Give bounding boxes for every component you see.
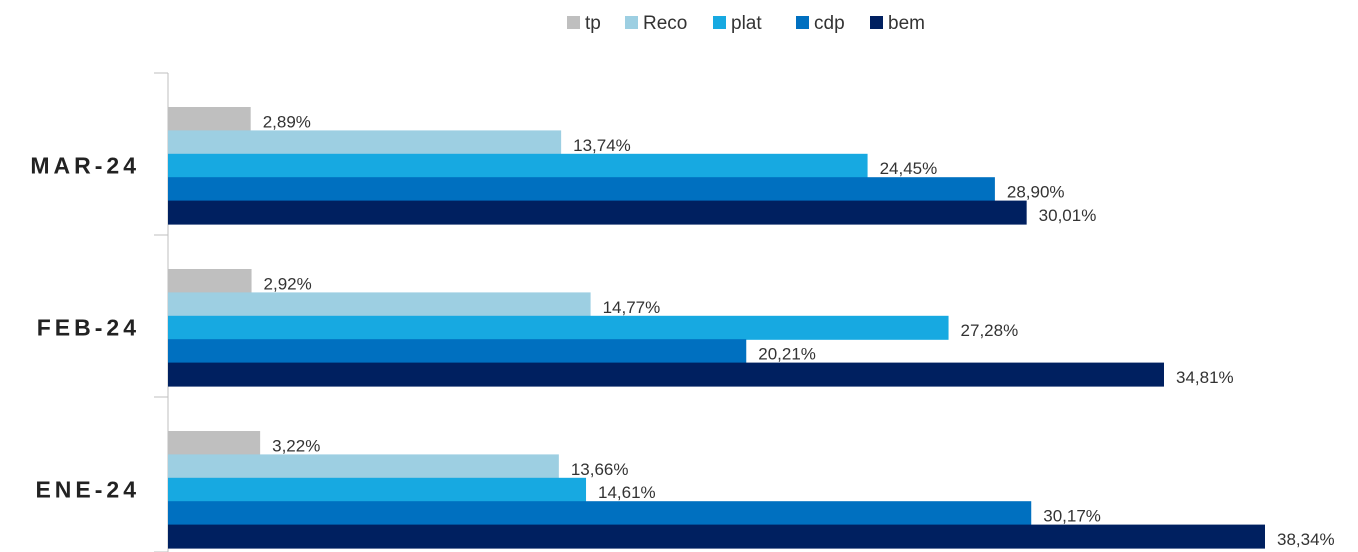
data-label-mar-24-plat: 24,45%	[880, 159, 938, 178]
bar-ene-24-bem	[168, 524, 1265, 549]
bar-feb-24-cdp	[168, 339, 747, 364]
legend-label-reco: Reco	[643, 13, 687, 34]
bars-group: 2,89% 13,74% 24,45% 28,90% 30,01% 2,92% 14,77%…	[168, 107, 1335, 549]
bar-mar-24-plat	[168, 153, 868, 178]
data-label-mar-24-reco: 13,74%	[573, 136, 631, 155]
bar-feb-24-bem	[168, 362, 1164, 387]
data-label-feb-24-plat: 27,28%	[961, 321, 1019, 340]
legend-swatch-bem	[870, 16, 883, 29]
legend-label-cdp: cdp	[814, 13, 845, 34]
bar-mar-24-reco	[168, 130, 562, 155]
bar-feb-24-tp	[168, 269, 252, 293]
legend-swatch-reco	[625, 16, 638, 29]
category-label-mar-24: MAR-24	[30, 153, 140, 179]
data-label-ene-24-bem: 38,34%	[1277, 530, 1335, 549]
data-label-mar-24-cdp: 28,90%	[1007, 183, 1065, 202]
bar-ene-24-plat	[168, 477, 587, 502]
data-label-ene-24-reco: 13,66%	[571, 460, 629, 479]
data-label-feb-24-cdp: 20,21%	[758, 345, 816, 364]
data-label-feb-24-bem: 34,81%	[1176, 368, 1234, 387]
bar-feb-24-plat	[168, 315, 949, 340]
legend-label-plat: plat	[731, 13, 762, 34]
legend: tp Reco plat cdp bem	[567, 13, 925, 34]
legend-label-bem: bem	[888, 13, 925, 34]
bar-mar-24-bem	[168, 200, 1027, 225]
data-label-feb-24-tp: 2,92%	[264, 274, 312, 293]
category-axis: MAR-24 FEB-24 ENE-24	[30, 72, 169, 552]
data-label-ene-24-tp: 3,22%	[272, 436, 320, 455]
data-label-mar-24-bem: 30,01%	[1039, 206, 1097, 225]
bar-ene-24-tp	[168, 431, 261, 455]
bar-mar-24-cdp	[168, 177, 995, 202]
legend-swatch-plat	[713, 16, 726, 29]
legend-label-tp: tp	[585, 13, 601, 34]
bar-ene-24-reco	[168, 454, 559, 479]
bar-ene-24-cdp	[168, 501, 1032, 526]
bar-feb-24-reco	[168, 292, 591, 317]
data-label-feb-24-reco: 14,77%	[603, 298, 661, 317]
data-label-ene-24-cdp: 30,17%	[1043, 507, 1101, 526]
data-label-mar-24-tp: 2,89%	[263, 112, 311, 131]
category-label-feb-24: FEB-24	[37, 315, 140, 341]
legend-swatch-tp	[567, 16, 580, 29]
data-label-ene-24-plat: 14,61%	[598, 483, 656, 502]
bar-mar-24-tp	[168, 107, 251, 131]
category-label-ene-24: ENE-24	[35, 477, 140, 503]
legend-swatch-cdp	[796, 16, 809, 29]
